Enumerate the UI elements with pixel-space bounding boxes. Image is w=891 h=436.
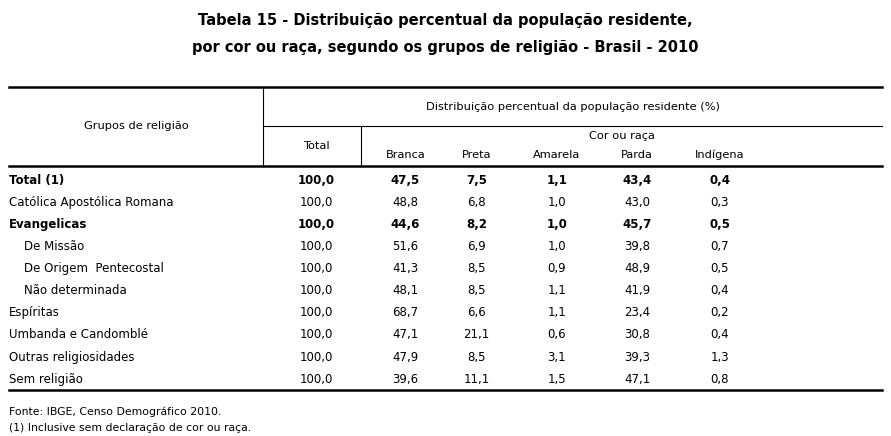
Text: 47,9: 47,9 bbox=[392, 351, 419, 364]
Text: 6,8: 6,8 bbox=[468, 196, 486, 209]
Text: Não determinada: Não determinada bbox=[9, 284, 127, 297]
Text: 8,5: 8,5 bbox=[468, 284, 486, 297]
Text: 7,5: 7,5 bbox=[466, 174, 487, 187]
Text: 100,0: 100,0 bbox=[298, 218, 335, 231]
Text: Distribuição percentual da população residente (%): Distribuição percentual da população res… bbox=[426, 102, 719, 112]
Text: Católica Apostólica Romana: Católica Apostólica Romana bbox=[9, 196, 174, 209]
Text: 6,9: 6,9 bbox=[467, 240, 486, 253]
Text: 39,3: 39,3 bbox=[624, 351, 650, 364]
Text: 43,4: 43,4 bbox=[623, 174, 651, 187]
Text: 41,9: 41,9 bbox=[624, 284, 650, 297]
Text: 47,1: 47,1 bbox=[624, 373, 650, 386]
Text: 39,6: 39,6 bbox=[392, 373, 419, 386]
Text: 30,8: 30,8 bbox=[624, 328, 650, 341]
Text: Cor ou raça: Cor ou raça bbox=[589, 131, 654, 141]
Text: 39,8: 39,8 bbox=[624, 240, 650, 253]
Text: 23,4: 23,4 bbox=[624, 307, 650, 319]
Text: 100,0: 100,0 bbox=[299, 284, 333, 297]
Text: 0,7: 0,7 bbox=[711, 240, 729, 253]
Text: 47,1: 47,1 bbox=[392, 328, 419, 341]
Text: Umbanda e Candomblé: Umbanda e Candomblé bbox=[9, 328, 148, 341]
Text: 44,6: 44,6 bbox=[391, 218, 420, 231]
Text: Total: Total bbox=[303, 141, 330, 151]
Text: 100,0: 100,0 bbox=[299, 328, 333, 341]
Text: 1,0: 1,0 bbox=[546, 218, 568, 231]
Text: 0,9: 0,9 bbox=[548, 262, 566, 275]
Text: 47,5: 47,5 bbox=[391, 174, 420, 187]
Text: 0,3: 0,3 bbox=[711, 196, 729, 209]
Text: 100,0: 100,0 bbox=[299, 307, 333, 319]
Text: 1,1: 1,1 bbox=[546, 174, 568, 187]
Text: Sem religião: Sem religião bbox=[9, 373, 83, 386]
Text: 0,5: 0,5 bbox=[711, 262, 729, 275]
Text: 68,7: 68,7 bbox=[392, 307, 419, 319]
Text: Amarela: Amarela bbox=[533, 150, 581, 160]
Text: 1,0: 1,0 bbox=[548, 196, 566, 209]
Text: 100,0: 100,0 bbox=[299, 351, 333, 364]
Text: 8,2: 8,2 bbox=[466, 218, 487, 231]
Text: 1,1: 1,1 bbox=[547, 284, 567, 297]
Text: 100,0: 100,0 bbox=[298, 174, 335, 187]
Text: 0,8: 0,8 bbox=[711, 373, 729, 386]
Text: Outras religiosidades: Outras religiosidades bbox=[9, 351, 135, 364]
Text: 0,5: 0,5 bbox=[709, 218, 731, 231]
Text: Total (1): Total (1) bbox=[9, 174, 64, 187]
Text: 21,1: 21,1 bbox=[463, 328, 490, 341]
Text: 0,6: 0,6 bbox=[548, 328, 566, 341]
Text: Parda: Parda bbox=[621, 150, 653, 160]
Text: 0,4: 0,4 bbox=[711, 328, 729, 341]
Text: 48,1: 48,1 bbox=[392, 284, 419, 297]
Text: 43,0: 43,0 bbox=[624, 196, 650, 209]
Text: De Missão: De Missão bbox=[9, 240, 84, 253]
Text: Preta: Preta bbox=[462, 150, 492, 160]
Text: 1,0: 1,0 bbox=[548, 240, 566, 253]
Text: Evangelicas: Evangelicas bbox=[9, 218, 87, 231]
Text: 48,9: 48,9 bbox=[624, 262, 650, 275]
Text: 8,5: 8,5 bbox=[468, 351, 486, 364]
Text: 8,5: 8,5 bbox=[468, 262, 486, 275]
Text: 51,6: 51,6 bbox=[392, 240, 419, 253]
Text: 6,6: 6,6 bbox=[467, 307, 486, 319]
Text: 0,4: 0,4 bbox=[711, 284, 729, 297]
Text: 100,0: 100,0 bbox=[299, 373, 333, 386]
Text: 45,7: 45,7 bbox=[623, 218, 651, 231]
Text: 0,2: 0,2 bbox=[711, 307, 729, 319]
Text: 41,3: 41,3 bbox=[392, 262, 419, 275]
Text: Espíritas: Espíritas bbox=[9, 307, 60, 319]
Text: 100,0: 100,0 bbox=[299, 196, 333, 209]
Text: 100,0: 100,0 bbox=[299, 262, 333, 275]
Text: Indígena: Indígena bbox=[695, 150, 745, 160]
Text: (1) Inclusive sem declaração de cor ou raça.: (1) Inclusive sem declaração de cor ou r… bbox=[9, 423, 251, 433]
Text: 11,1: 11,1 bbox=[463, 373, 490, 386]
Text: Fonte: IBGE, Censo Demográfico 2010.: Fonte: IBGE, Censo Demográfico 2010. bbox=[9, 406, 221, 417]
Text: por cor ou raça, segundo os grupos de religião - Brasil - 2010: por cor ou raça, segundo os grupos de re… bbox=[192, 40, 699, 55]
Text: Grupos de religião: Grupos de religião bbox=[84, 122, 188, 131]
Text: Branca: Branca bbox=[386, 150, 425, 160]
Text: De Origem  Pentecostal: De Origem Pentecostal bbox=[9, 262, 164, 275]
Text: 100,0: 100,0 bbox=[299, 240, 333, 253]
Text: Tabela 15 - Distribuição percentual da população residente,: Tabela 15 - Distribuição percentual da p… bbox=[198, 13, 693, 28]
Text: 0,4: 0,4 bbox=[709, 174, 731, 187]
Text: 1,1: 1,1 bbox=[547, 307, 567, 319]
Text: 1,5: 1,5 bbox=[548, 373, 566, 386]
Text: 1,3: 1,3 bbox=[711, 351, 729, 364]
Text: 48,8: 48,8 bbox=[392, 196, 419, 209]
Text: 3,1: 3,1 bbox=[548, 351, 566, 364]
